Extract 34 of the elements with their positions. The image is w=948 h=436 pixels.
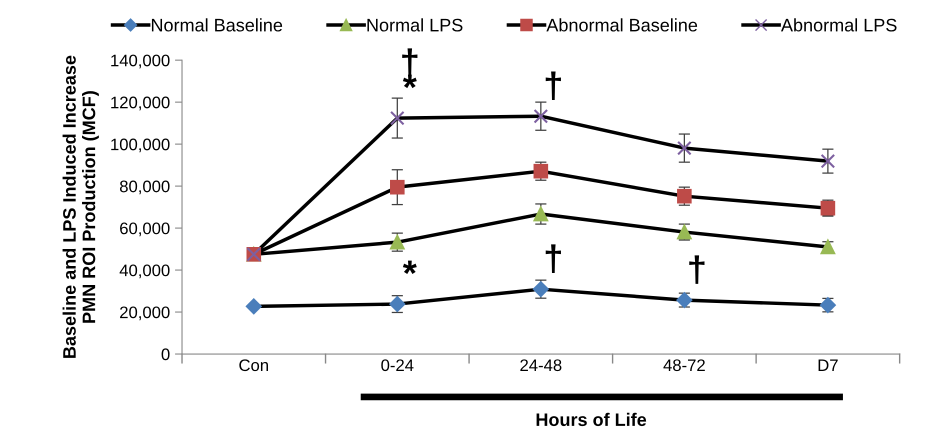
annotation: † xyxy=(546,71,561,100)
point xyxy=(534,164,548,178)
y-tick-label: 80,000 xyxy=(120,180,170,194)
point xyxy=(390,180,405,194)
legend-label: Abnormal Baseline xyxy=(546,18,698,32)
point xyxy=(534,206,548,222)
y-tick-label: 100,000 xyxy=(111,138,170,152)
point xyxy=(677,140,692,156)
x-axis-title: Hours of Life xyxy=(536,412,646,426)
annotation: * xyxy=(402,260,417,274)
x-tick-label: 0-24 xyxy=(381,359,414,372)
y-tick-label: 40,000 xyxy=(120,264,170,278)
point xyxy=(390,234,405,250)
annotation: † xyxy=(689,255,704,284)
y-tick-label: 0 xyxy=(162,348,170,360)
legend-label: Normal LPS xyxy=(367,18,462,32)
x-tick-label: 24-48 xyxy=(520,359,562,372)
x-tick-label: Con xyxy=(239,359,268,372)
legend-label: Normal Baseline xyxy=(152,18,282,32)
annotation: † xyxy=(546,244,561,273)
point xyxy=(390,110,405,126)
x-tick-label: 48-72 xyxy=(663,359,705,372)
point xyxy=(534,108,548,124)
y-tick-label: 20,000 xyxy=(120,306,170,320)
point xyxy=(820,240,836,254)
legend-label: Abnormal LPS xyxy=(780,18,897,32)
point xyxy=(246,298,262,314)
point xyxy=(820,154,836,168)
y-tick-label: 140,000 xyxy=(111,54,170,68)
y-axis-title: Baseline and LPS Induced Increase PMN ROI Production (MCF) xyxy=(62,56,99,358)
annotation: † xyxy=(402,48,418,77)
x-tick-label: D7 xyxy=(818,360,838,371)
y-tick-label: 60,000 xyxy=(120,222,170,236)
y-tick-label: 120,000 xyxy=(111,96,170,110)
